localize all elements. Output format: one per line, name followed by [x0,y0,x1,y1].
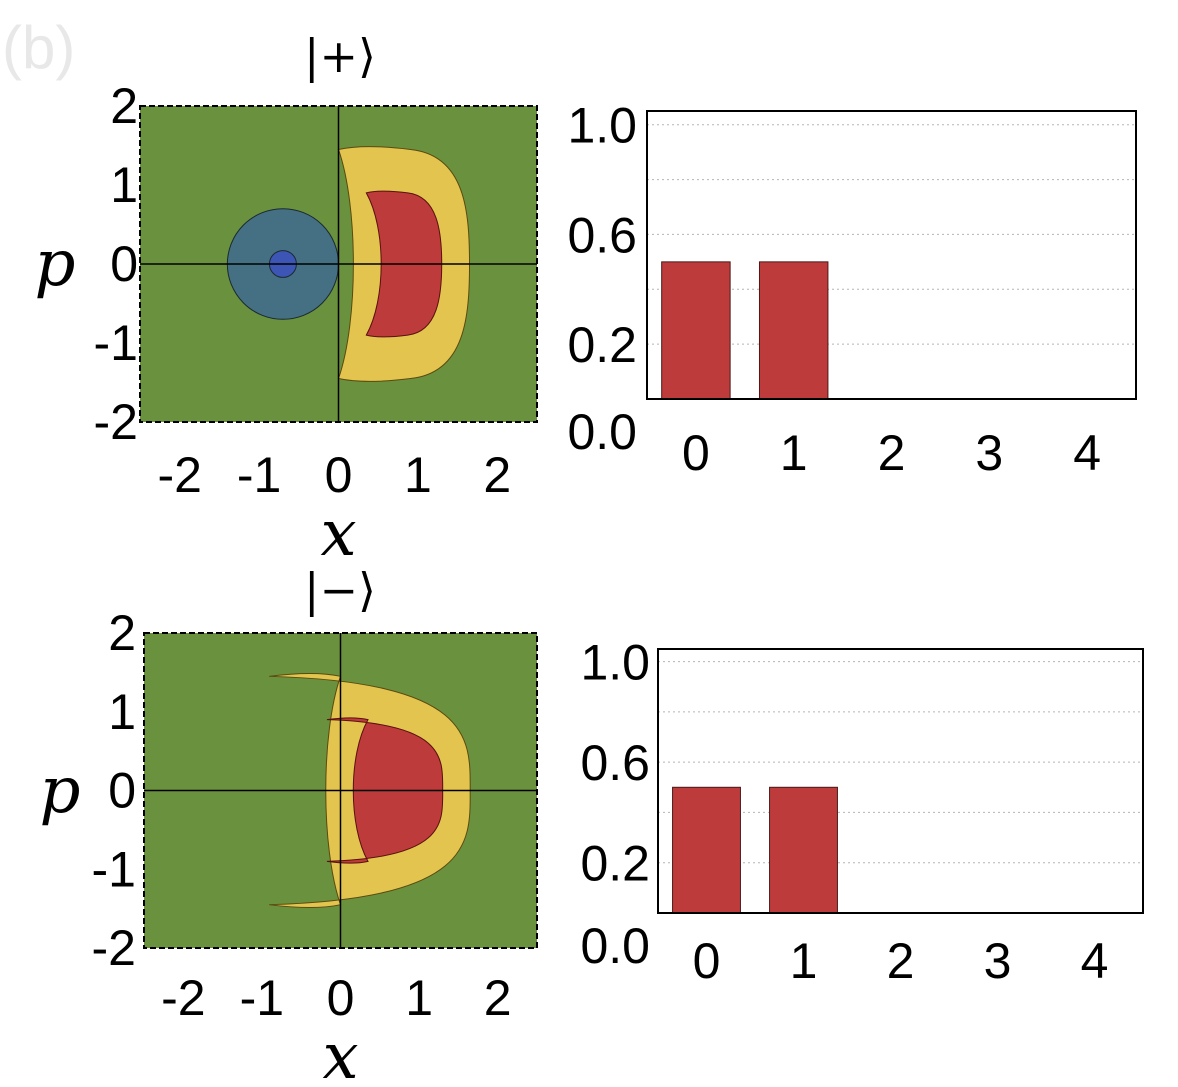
x-tick-label: 2 [483,447,511,503]
x-tick-label: 2 [484,970,512,1026]
bar [758,261,829,400]
bar [769,786,838,914]
y-tick-label: 1.0 [580,635,650,691]
bar [661,261,731,400]
photon-bar-chart-1: 0 1 2 3 4 1.0 0.6 0.2 0.0 [580,635,1144,989]
y-tick-label: 0.0 [567,404,637,460]
y-tick-label: 0.2 [567,317,637,373]
x-tick-label: 2 [878,425,906,481]
x-tick-label: 1 [780,425,808,481]
x-tick-label: 4 [1073,425,1101,481]
y-tick-label: 2 [110,78,138,134]
bar-plot-frame [657,648,1144,914]
bar [672,786,741,914]
y-tick-label: 0.6 [567,207,637,263]
y-tick-label: 0.0 [580,918,650,974]
y-tick-label: 1.0 [567,98,637,154]
y-tick-label: -1 [94,315,138,371]
x-tick-label: 4 [1081,933,1109,989]
bar-plot-frame [646,110,1137,400]
x-tick-label: 1 [405,970,433,1026]
x-tick-label: -1 [240,970,284,1026]
y-tick-label: -2 [94,394,138,450]
y-tick-label: -2 [92,920,136,976]
x-tick-label: 3 [984,933,1012,989]
x-tick-label: -2 [161,970,205,1026]
y-tick-label: 2 [108,605,136,661]
photon-bar-chart-0: 0 1 2 3 4 1.0 0.6 0.2 0.0 [567,98,1137,481]
p-axis-label: p [35,227,76,301]
y-tick-label: 1 [108,684,136,740]
x-axis-label: x [320,497,356,571]
x-tick-label: 1 [790,933,818,989]
y-tick-label: 0.2 [580,836,650,892]
state-title: |−⟩ [304,563,376,617]
x-tick-label: -2 [157,447,201,503]
y-tick-label: -1 [92,841,136,897]
x-tick-label: 0 [682,425,710,481]
panel-label: (b) [2,14,75,81]
x-tick-label: 0 [327,970,355,1026]
x-axis-label: x [322,1020,358,1087]
x-tick-label: 0 [325,447,353,503]
x-tick-label: 1 [404,447,432,503]
x-tick-label: 0 [693,933,721,989]
x-tick-label: 2 [887,933,915,989]
y-tick-label: 0.6 [580,735,650,791]
y-tick-label: 0 [110,236,138,292]
y-tick-label: 1 [110,157,138,213]
x-tick-label: 3 [975,425,1003,481]
y-tick-label: 0 [108,763,136,819]
x-tick-label: -1 [237,447,281,503]
state-title: |+⟩ [304,29,376,83]
p-axis-label: p [40,754,81,828]
